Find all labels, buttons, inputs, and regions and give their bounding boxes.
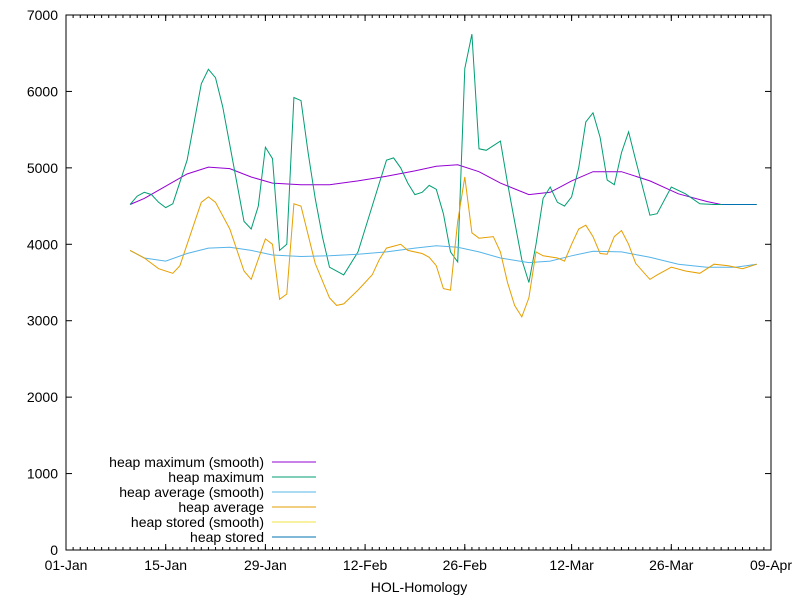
series-line-heap-average [129,176,757,319]
axes: 0 1000 2000 3000 4000 5000 6000 7000 01-Jan 15-Ja… [27,7,792,573]
y-tick-label: 0 [50,542,58,558]
plot-frame [65,14,772,551]
legend-label: heap stored [190,529,264,545]
legend-label: heap maximum [168,469,264,485]
y-tick-label: 5000 [27,160,58,176]
series-line-heap-maximum-smooth [129,164,722,205]
series-lines [129,33,757,319]
series-line-heap-average-smooth [129,245,757,268]
x-tick-label: 12-Feb [343,557,388,573]
y-tick-label: 2000 [27,389,58,405]
x-tick-label: 26-Feb [443,557,488,573]
y-tick-label: 4000 [27,236,58,252]
x-tick-label: 15-Jan [144,557,187,573]
x-axis-label: HOL-Homology [371,579,467,595]
legend-label: heap maximum (smooth) [109,454,264,470]
legend-label: heap average [178,499,264,515]
y-tick-label: 1000 [27,466,58,482]
legend-label: heap average (smooth) [119,484,264,500]
x-tick-label: 12-Mar [549,557,594,573]
legend-label: heap stored (smooth) [131,514,264,530]
y-tick-label: 6000 [27,83,58,99]
y-tick-label: 3000 [27,313,58,329]
x-tick-label: 29-Jan [244,557,287,573]
x-tick-label: 09-Apr [750,557,792,573]
y-tick-label: 7000 [27,7,58,23]
x-tick-label: 26-Mar [649,557,694,573]
series-line-heap-maximum [129,33,743,283]
x-tick-label: 01-Jan [45,557,88,573]
